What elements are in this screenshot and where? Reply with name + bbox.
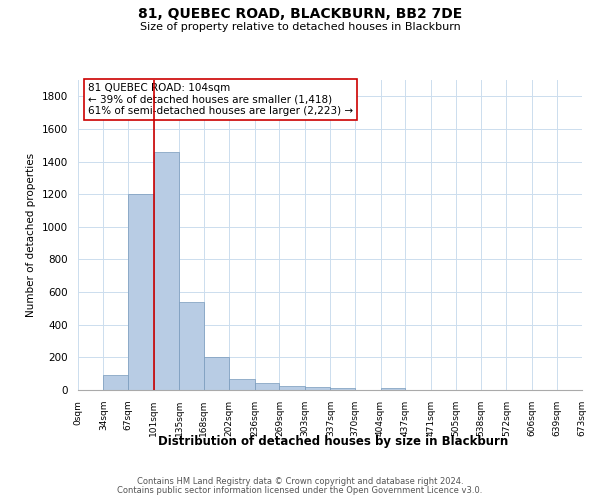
Text: Distribution of detached houses by size in Blackburn: Distribution of detached houses by size … bbox=[158, 435, 508, 448]
Y-axis label: Number of detached properties: Number of detached properties bbox=[26, 153, 37, 317]
Text: Contains public sector information licensed under the Open Government Licence v3: Contains public sector information licen… bbox=[118, 486, 482, 495]
Bar bbox=[305, 386, 331, 390]
Bar bbox=[179, 302, 204, 390]
Bar bbox=[229, 380, 255, 390]
Bar bbox=[204, 358, 229, 390]
Text: Contains HM Land Registry data © Crown copyright and database right 2024.: Contains HM Land Registry data © Crown c… bbox=[137, 477, 463, 486]
Bar bbox=[380, 388, 405, 390]
Bar bbox=[331, 388, 355, 390]
Bar bbox=[154, 152, 179, 390]
Bar bbox=[103, 376, 128, 390]
Bar bbox=[128, 194, 154, 390]
Text: 81, QUEBEC ROAD, BLACKBURN, BB2 7DE: 81, QUEBEC ROAD, BLACKBURN, BB2 7DE bbox=[138, 8, 462, 22]
Bar bbox=[280, 386, 305, 390]
Text: 81 QUEBEC ROAD: 104sqm
← 39% of detached houses are smaller (1,418)
61% of semi-: 81 QUEBEC ROAD: 104sqm ← 39% of detached… bbox=[88, 83, 353, 116]
Text: Size of property relative to detached houses in Blackburn: Size of property relative to detached ho… bbox=[140, 22, 460, 32]
Bar bbox=[255, 382, 280, 390]
